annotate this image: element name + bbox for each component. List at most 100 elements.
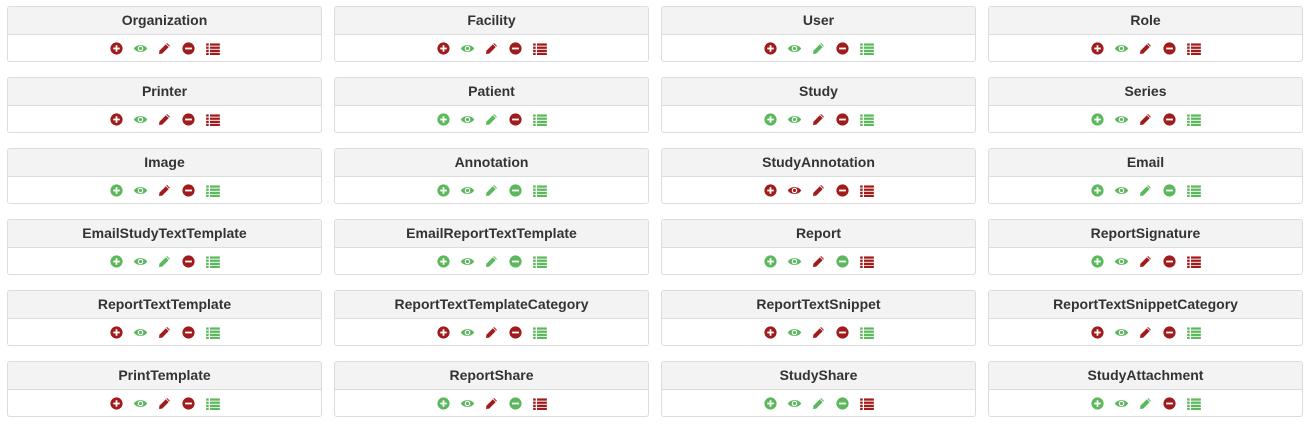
list-icon[interactable] <box>205 41 221 57</box>
list-icon[interactable] <box>1186 183 1202 199</box>
list-icon[interactable] <box>1186 112 1202 128</box>
minus-circle-icon[interactable] <box>1162 183 1178 199</box>
pencil-icon[interactable] <box>484 254 500 270</box>
minus-circle-icon[interactable] <box>1162 112 1178 128</box>
list-icon[interactable] <box>859 41 875 57</box>
eye-icon[interactable] <box>460 41 476 57</box>
pencil-icon[interactable] <box>157 112 173 128</box>
eye-icon[interactable] <box>133 396 149 412</box>
plus-circle-icon[interactable] <box>763 41 779 57</box>
pencil-icon[interactable] <box>157 325 173 341</box>
pencil-icon[interactable] <box>1138 183 1154 199</box>
pencil-icon[interactable] <box>157 183 173 199</box>
minus-circle-icon[interactable] <box>508 396 524 412</box>
eye-icon[interactable] <box>787 325 803 341</box>
plus-circle-icon[interactable] <box>1090 41 1106 57</box>
list-icon[interactable] <box>532 254 548 270</box>
eye-icon[interactable] <box>1114 325 1130 341</box>
eye-icon[interactable] <box>787 41 803 57</box>
minus-circle-icon[interactable] <box>508 183 524 199</box>
plus-circle-icon[interactable] <box>436 112 452 128</box>
eye-icon[interactable] <box>460 183 476 199</box>
eye-icon[interactable] <box>787 183 803 199</box>
eye-icon[interactable] <box>1114 183 1130 199</box>
plus-circle-icon[interactable] <box>763 396 779 412</box>
plus-circle-icon[interactable] <box>436 325 452 341</box>
eye-icon[interactable] <box>1114 254 1130 270</box>
pencil-icon[interactable] <box>1138 112 1154 128</box>
plus-circle-icon[interactable] <box>1090 396 1106 412</box>
eye-icon[interactable] <box>787 112 803 128</box>
list-icon[interactable] <box>205 112 221 128</box>
minus-circle-icon[interactable] <box>1162 396 1178 412</box>
pencil-icon[interactable] <box>484 325 500 341</box>
plus-circle-icon[interactable] <box>109 41 125 57</box>
plus-circle-icon[interactable] <box>109 112 125 128</box>
list-icon[interactable] <box>205 325 221 341</box>
eye-icon[interactable] <box>133 112 149 128</box>
pencil-icon[interactable] <box>811 396 827 412</box>
plus-circle-icon[interactable] <box>109 396 125 412</box>
minus-circle-icon[interactable] <box>508 254 524 270</box>
plus-circle-icon[interactable] <box>1090 183 1106 199</box>
list-icon[interactable] <box>532 41 548 57</box>
pencil-icon[interactable] <box>484 183 500 199</box>
eye-icon[interactable] <box>1114 41 1130 57</box>
eye-icon[interactable] <box>133 183 149 199</box>
plus-circle-icon[interactable] <box>436 396 452 412</box>
plus-circle-icon[interactable] <box>1090 112 1106 128</box>
plus-circle-icon[interactable] <box>109 254 125 270</box>
minus-circle-icon[interactable] <box>835 112 851 128</box>
minus-circle-icon[interactable] <box>181 183 197 199</box>
pencil-icon[interactable] <box>157 41 173 57</box>
plus-circle-icon[interactable] <box>109 183 125 199</box>
eye-icon[interactable] <box>133 325 149 341</box>
eye-icon[interactable] <box>1114 396 1130 412</box>
eye-icon[interactable] <box>1114 112 1130 128</box>
list-icon[interactable] <box>205 396 221 412</box>
minus-circle-icon[interactable] <box>835 325 851 341</box>
minus-circle-icon[interactable] <box>181 325 197 341</box>
list-icon[interactable] <box>1186 325 1202 341</box>
minus-circle-icon[interactable] <box>835 183 851 199</box>
plus-circle-icon[interactable] <box>1090 254 1106 270</box>
list-icon[interactable] <box>532 183 548 199</box>
pencil-icon[interactable] <box>811 325 827 341</box>
eye-icon[interactable] <box>460 325 476 341</box>
minus-circle-icon[interactable] <box>508 325 524 341</box>
minus-circle-icon[interactable] <box>181 112 197 128</box>
minus-circle-icon[interactable] <box>181 254 197 270</box>
list-icon[interactable] <box>1186 254 1202 270</box>
plus-circle-icon[interactable] <box>763 112 779 128</box>
list-icon[interactable] <box>532 112 548 128</box>
minus-circle-icon[interactable] <box>1162 41 1178 57</box>
plus-circle-icon[interactable] <box>436 183 452 199</box>
pencil-icon[interactable] <box>157 396 173 412</box>
plus-circle-icon[interactable] <box>436 41 452 57</box>
eye-icon[interactable] <box>460 396 476 412</box>
plus-circle-icon[interactable] <box>436 254 452 270</box>
list-icon[interactable] <box>532 325 548 341</box>
list-icon[interactable] <box>859 325 875 341</box>
minus-circle-icon[interactable] <box>1162 254 1178 270</box>
pencil-icon[interactable] <box>811 41 827 57</box>
eye-icon[interactable] <box>460 112 476 128</box>
pencil-icon[interactable] <box>811 254 827 270</box>
eye-icon[interactable] <box>133 254 149 270</box>
eye-icon[interactable] <box>787 396 803 412</box>
list-icon[interactable] <box>859 396 875 412</box>
list-icon[interactable] <box>859 112 875 128</box>
minus-circle-icon[interactable] <box>1162 325 1178 341</box>
plus-circle-icon[interactable] <box>1090 325 1106 341</box>
list-icon[interactable] <box>859 254 875 270</box>
list-icon[interactable] <box>1186 396 1202 412</box>
plus-circle-icon[interactable] <box>763 325 779 341</box>
pencil-icon[interactable] <box>1138 325 1154 341</box>
pencil-icon[interactable] <box>484 396 500 412</box>
eye-icon[interactable] <box>133 41 149 57</box>
pencil-icon[interactable] <box>1138 41 1154 57</box>
minus-circle-icon[interactable] <box>181 396 197 412</box>
plus-circle-icon[interactable] <box>109 325 125 341</box>
minus-circle-icon[interactable] <box>181 41 197 57</box>
plus-circle-icon[interactable] <box>763 254 779 270</box>
